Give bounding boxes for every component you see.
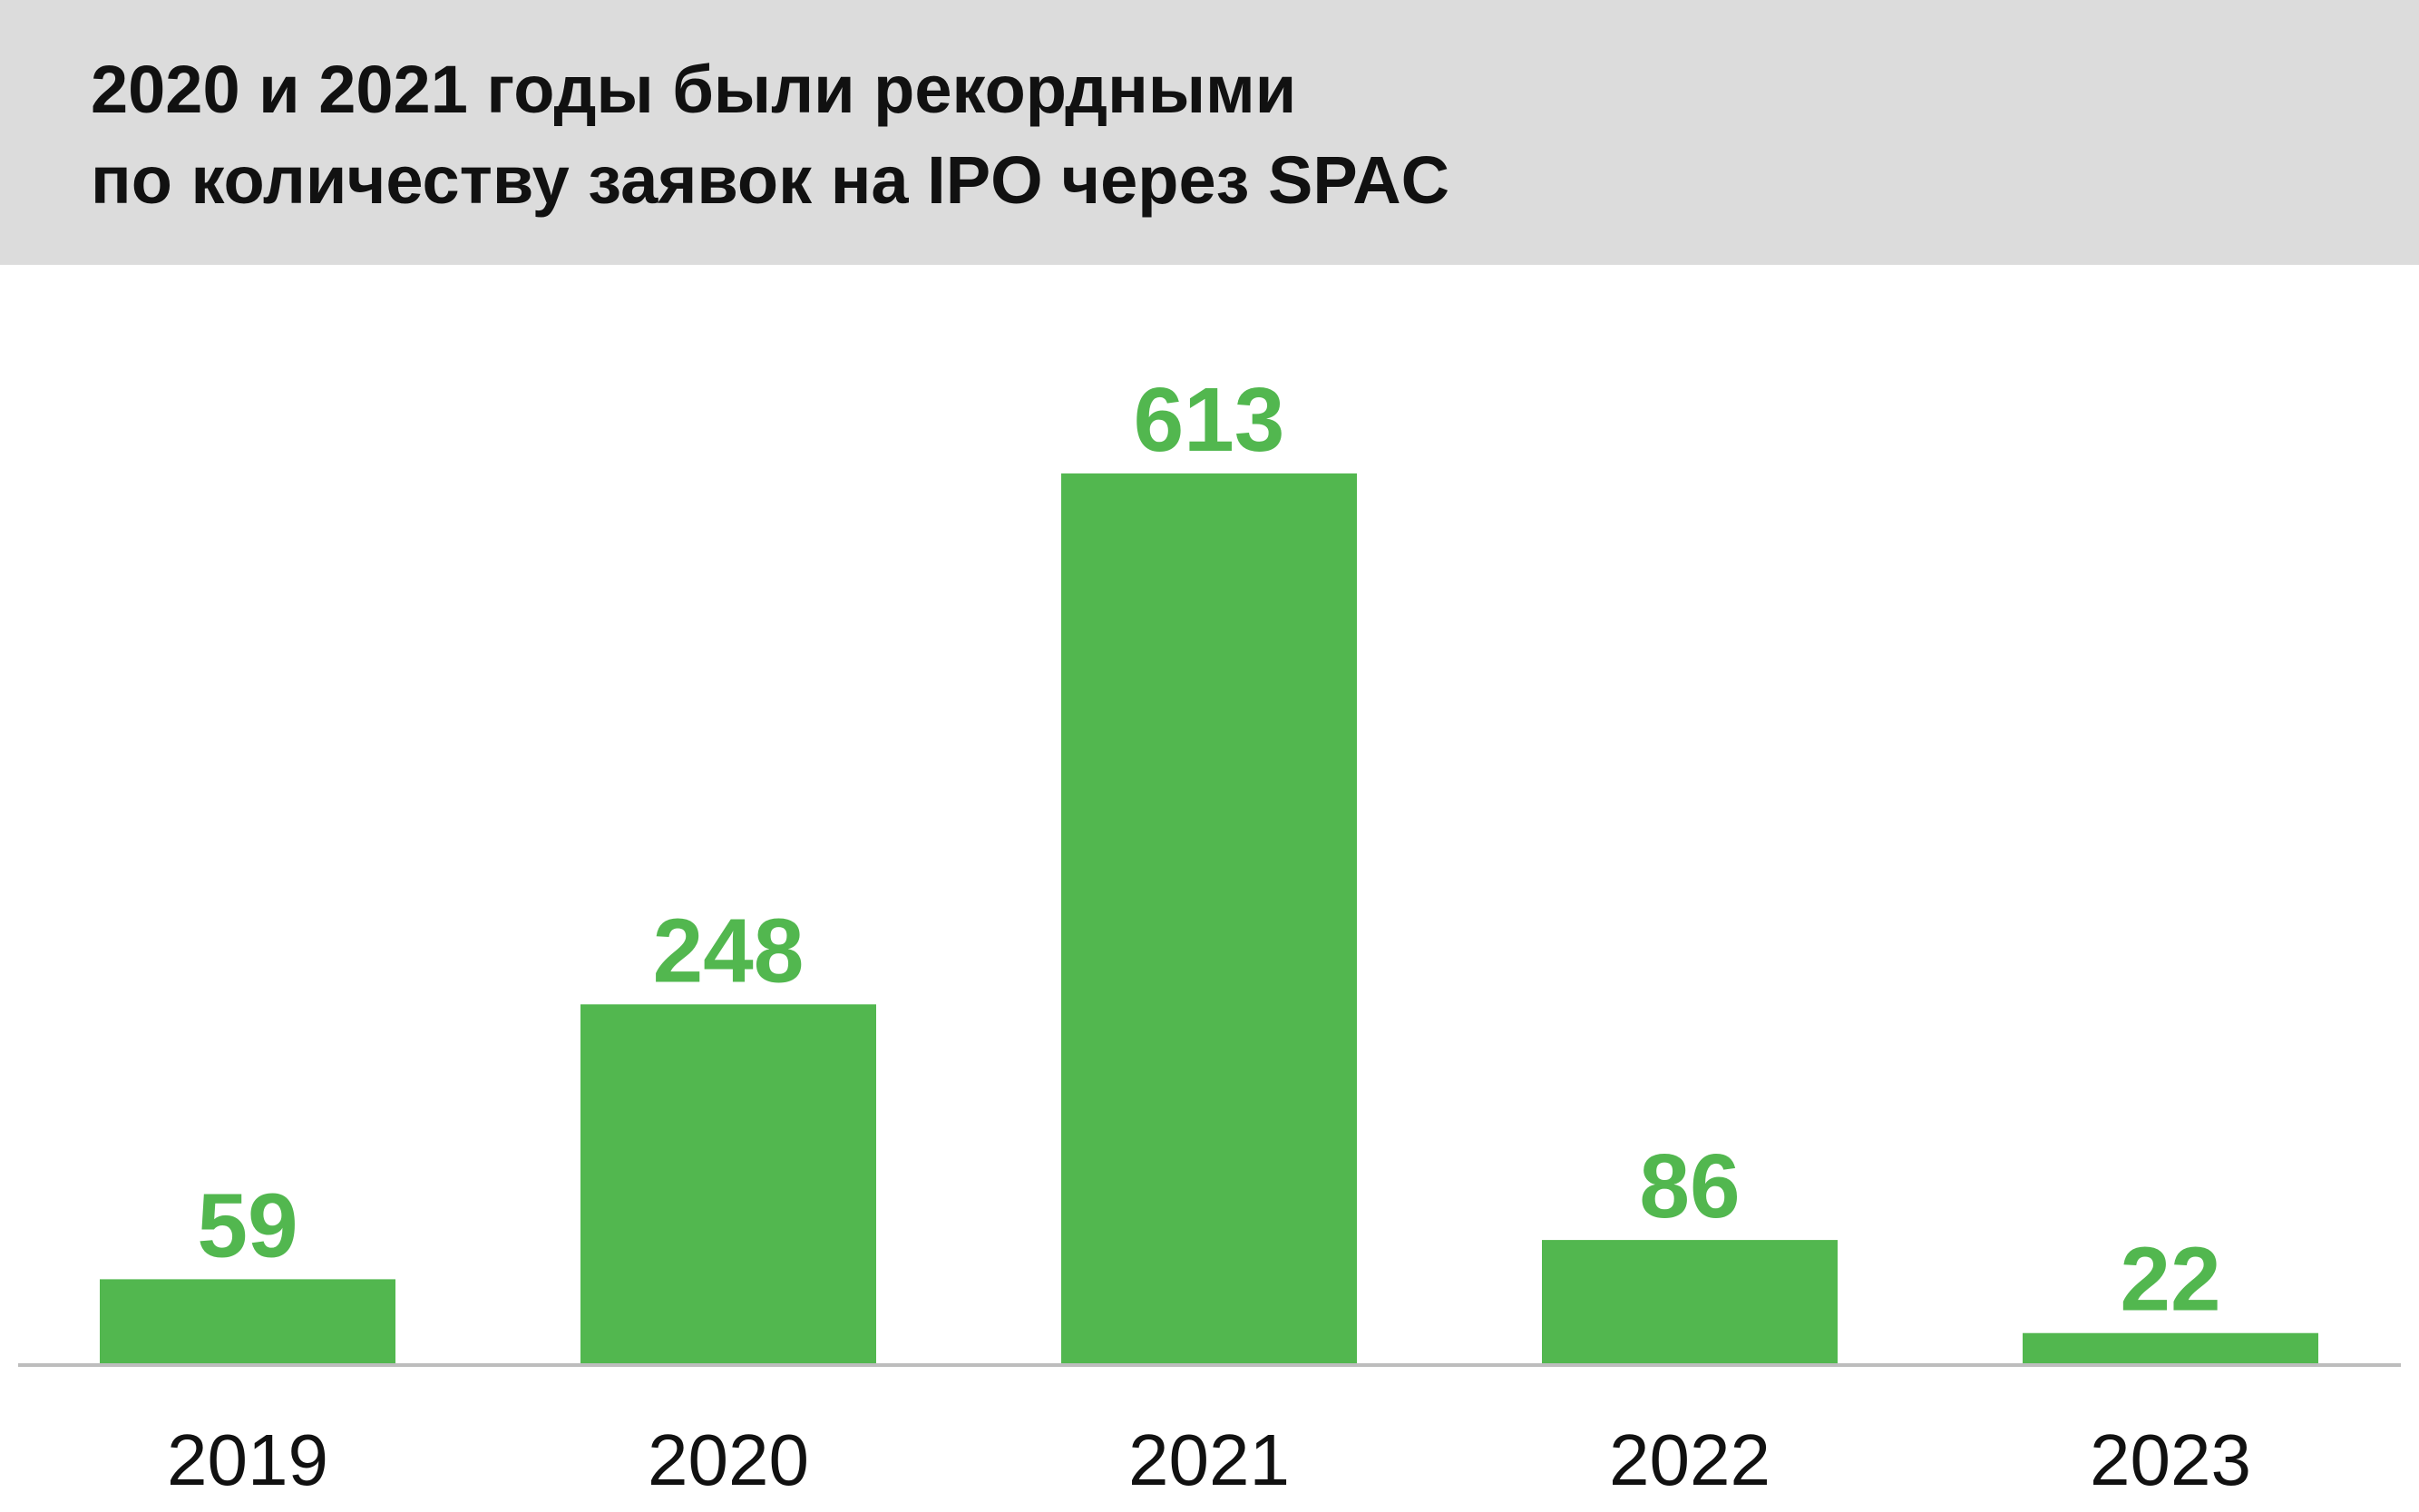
value-label-2023: 22 <box>2120 1229 2220 1331</box>
x-tick-label-2020: 2020 <box>648 1419 809 1500</box>
x-tick-label-2021: 2021 <box>1128 1419 1290 1500</box>
value-labels-layer: 59 248 613 86 22 <box>197 369 2220 1331</box>
bar-2020 <box>580 1004 876 1365</box>
x-tick-label-2023: 2023 <box>2090 1419 2251 1500</box>
bars-layer <box>100 473 2318 1365</box>
chart-title-line-1: 2020 и 2021 годы были рекордными <box>91 52 1297 127</box>
x-tick-label-2022: 2022 <box>1609 1419 1770 1500</box>
chart-header: 2020 и 2021 годы были рекордными по коли… <box>0 0 2419 265</box>
value-label-2019: 59 <box>197 1175 297 1276</box>
x-tick-label-2019: 2019 <box>167 1419 328 1500</box>
value-label-2021: 613 <box>1134 369 1285 471</box>
bar-2022 <box>1542 1240 1838 1365</box>
value-label-2022: 86 <box>1639 1136 1740 1237</box>
bar-2023 <box>2023 1332 2318 1365</box>
bar-2019 <box>100 1279 395 1365</box>
x-tick-labels-layer: 2019 2020 2021 2022 2023 <box>167 1419 2251 1500</box>
chart-title-line-2: по количеству заявок на IPO через SPAC <box>91 142 1450 218</box>
value-label-2020: 248 <box>653 900 805 1001</box>
bar-2021 <box>1061 473 1357 1365</box>
